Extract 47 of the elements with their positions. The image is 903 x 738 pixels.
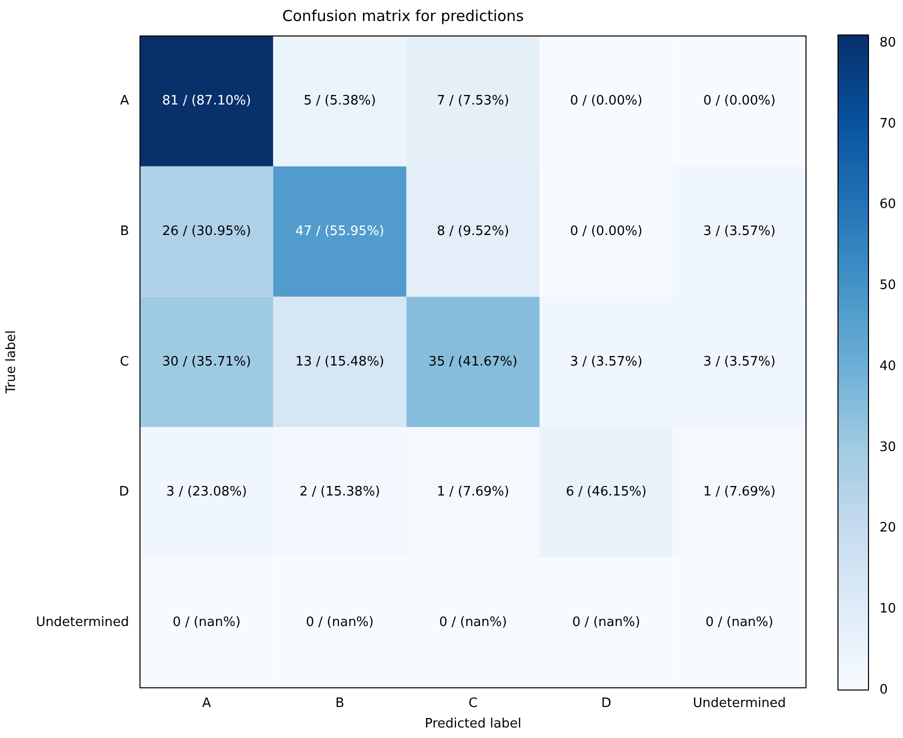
color-bar-label: 0 [880, 682, 888, 698]
data-label: 30 / (35.71%) [162, 354, 252, 370]
data-label: 5 / (5.38%) [304, 94, 376, 109]
data-label: 81 / (87.10%) [162, 94, 252, 109]
data-label: 3 / (23.08%) [166, 484, 247, 500]
color-bar-label: 20 [880, 520, 896, 536]
data-label: 6 / (46.15%) [566, 484, 647, 500]
x-tick-label: B [335, 696, 344, 711]
color-bar-label: 30 [880, 440, 896, 455]
data-label: 26 / (30.95%) [162, 224, 252, 239]
color-bar-label: 70 [880, 116, 896, 132]
color-bar-label: 10 [880, 602, 896, 617]
color-bar-label: 40 [880, 358, 896, 374]
x-tick-label: C [468, 696, 478, 711]
data-label: 3 / (3.57%) [570, 354, 642, 370]
y-tick-label: Undetermined [36, 614, 129, 630]
data-label: 0 / (nan%) [172, 614, 241, 630]
data-label: 3 / (3.57%) [703, 224, 776, 239]
data-label: 0 / (nan%) [705, 614, 774, 630]
y-tick-label: C [120, 354, 129, 370]
data-label: 0 / (nan%) [306, 614, 374, 630]
data-label: 35 / (41.67%) [428, 354, 518, 370]
data-label: 2 / (15.38%) [299, 484, 380, 500]
data-label: 8 / (9.52%) [436, 224, 510, 239]
y-tick-label: A [120, 94, 130, 109]
x-axis-title: Predicted label [424, 716, 522, 732]
y-axis-title: True label [4, 330, 20, 394]
data-label: 0 / (0.00%) [570, 224, 642, 239]
y-tick-label: B [120, 224, 129, 239]
x-tick-label: D [601, 696, 612, 711]
color-bar-label: 60 [880, 197, 896, 212]
data-label: 7 / (7.53%) [436, 94, 510, 109]
x-tick-label: Undetermined [692, 696, 786, 711]
data-label: 13 / (15.48%) [295, 354, 384, 370]
data-label: 3 / (3.57%) [703, 354, 776, 370]
y-tick-label: D [118, 484, 129, 500]
data-label: 0 / (nan%) [439, 614, 507, 630]
data-label: 0 / (0.00%) [703, 94, 776, 109]
data-label: 0 / (0.00%) [570, 94, 642, 109]
chart-title: Confusion matrix for predictions [282, 6, 524, 25]
data-label: 1 / (7.69%) [703, 484, 776, 500]
data-label: 1 / (7.69%) [436, 484, 510, 500]
data-label: 47 / (55.95%) [295, 224, 384, 239]
color-bar-label: 50 [880, 278, 896, 294]
data-label: 0 / (nan%) [572, 614, 640, 630]
color-bar-label: 80 [880, 35, 896, 50]
x-tick-label: A [202, 696, 212, 711]
